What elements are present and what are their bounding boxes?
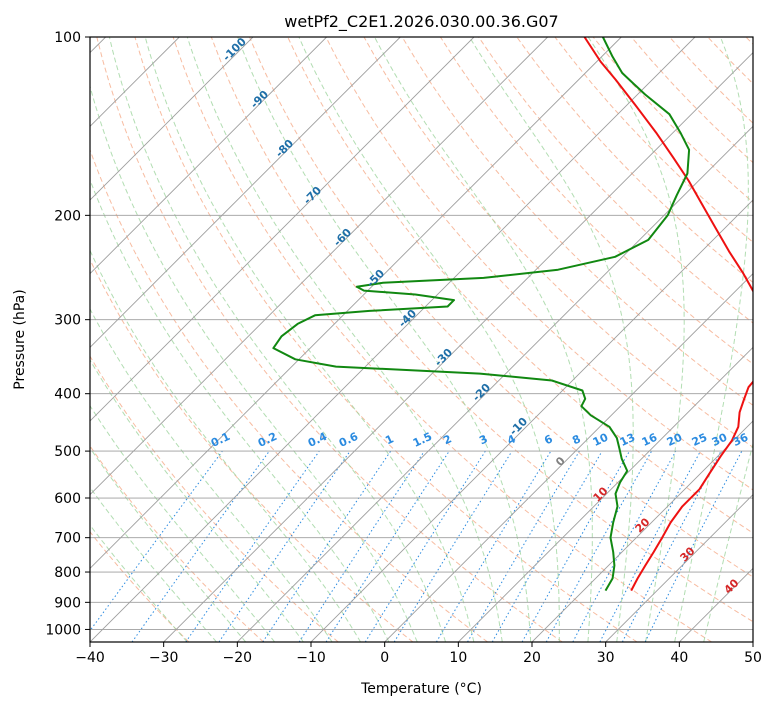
moist-adiabat xyxy=(703,441,753,642)
dewpoint-profile xyxy=(272,37,691,592)
isotherm xyxy=(237,125,753,642)
grid-layer xyxy=(90,37,753,642)
dry-adiabat xyxy=(90,531,190,642)
plot-frame xyxy=(89,36,754,643)
mixing-ratio-line xyxy=(131,450,270,642)
y-tick-label: 200 xyxy=(54,208,81,224)
series-layer xyxy=(272,37,753,592)
moist-adiabat xyxy=(90,308,333,642)
chart-title: wetPf2_C2E1.2026.030.00.36.G07 xyxy=(284,12,558,32)
dry-adiabat xyxy=(90,148,488,642)
moist-adiabat xyxy=(90,178,390,642)
isotherm xyxy=(163,52,753,642)
mixing-ratio-label: 13 xyxy=(618,431,637,449)
moist-adiabat xyxy=(374,37,593,642)
x-axis: −40 −30 −20 −10 0 10 20 30 40 50 xyxy=(75,642,762,666)
x-tick-label: −10 xyxy=(296,650,326,666)
x-tick-label: −30 xyxy=(149,650,179,666)
mixing-ratio-label: 30 xyxy=(710,431,730,449)
x-tick-label: −40 xyxy=(75,650,105,666)
mixing-ratio-line xyxy=(90,450,223,632)
dry-adiabat xyxy=(439,37,753,365)
x-tick-label: 40 xyxy=(670,650,688,666)
isotherm xyxy=(90,37,548,496)
moist-adiabat xyxy=(298,37,560,642)
mixing-ratio-line xyxy=(298,450,425,642)
y-tick-label: 700 xyxy=(54,531,81,547)
isotherm xyxy=(310,199,753,642)
mixing-ratio-line xyxy=(185,450,320,642)
temperature-profile xyxy=(583,37,753,592)
moist-adiabat xyxy=(186,37,503,642)
mixing-ratio-label: 25 xyxy=(690,431,709,449)
dry-adiabat xyxy=(134,37,638,642)
mixing-ratio-line xyxy=(644,450,743,642)
isotherm xyxy=(90,37,475,422)
y-tick-label: 900 xyxy=(54,595,81,611)
x-tick-label: 30 xyxy=(597,650,615,666)
y-tick-label: 500 xyxy=(54,444,81,460)
mixing-ratio-label: 16 xyxy=(640,431,660,449)
isotherm xyxy=(458,346,753,642)
mixing-ratio-line xyxy=(262,450,392,642)
isotherm xyxy=(90,37,696,642)
y-axis-label: Pressure (hPa) xyxy=(12,289,28,389)
isotherm xyxy=(605,494,753,642)
dry-adiabat xyxy=(96,37,563,642)
dry-adiabat xyxy=(172,37,712,642)
y-tick-label: 1000 xyxy=(45,622,81,638)
mixing-ratio-line xyxy=(218,450,351,642)
mixing-ratio-label: 10 xyxy=(591,431,611,449)
dry-adiabat xyxy=(90,445,264,642)
dry-adiabat xyxy=(516,37,753,284)
moist-adiabat xyxy=(587,37,685,642)
x-axis-label: Temperature (°C) xyxy=(360,681,482,697)
mixing-ratio-label: 36 xyxy=(731,431,751,449)
moist-adiabat xyxy=(108,37,446,642)
isotherm xyxy=(90,37,254,201)
dry-adiabat xyxy=(90,355,339,642)
mixing-ratio-line xyxy=(325,450,450,642)
y-tick-label: 100 xyxy=(54,30,81,46)
y-tick-label: 400 xyxy=(54,387,81,403)
dry-adiabat xyxy=(325,37,753,491)
isotherm xyxy=(90,37,327,275)
x-tick-label: −20 xyxy=(223,650,253,666)
y-tick-label: 300 xyxy=(54,313,81,329)
y-axis: 100 200 300 400 500 600 700 800 900 1000 xyxy=(45,30,90,638)
x-tick-label: 0 xyxy=(380,650,389,666)
y-tick-label: 800 xyxy=(54,565,81,581)
y-tick-label: 600 xyxy=(54,491,81,507)
isotherm xyxy=(90,37,401,348)
moist-adiabat xyxy=(90,358,304,642)
isotherm xyxy=(531,420,753,642)
moist-adiabat xyxy=(90,404,275,642)
dry-adiabat xyxy=(401,37,753,406)
moist-adiabat xyxy=(674,37,749,642)
isotherm xyxy=(384,273,753,642)
mixing-ratio-line xyxy=(393,450,513,642)
x-tick-label: 50 xyxy=(744,650,762,666)
mixing-ratio-line xyxy=(545,450,653,642)
mixing-ratio-line xyxy=(521,450,630,642)
isotherm xyxy=(90,37,622,569)
dry-adiabat xyxy=(210,37,753,623)
x-tick-label: 10 xyxy=(449,650,467,666)
mixing-ratio-label: 20 xyxy=(665,431,685,449)
moist-adiabat xyxy=(90,447,247,642)
x-tick-label: 20 xyxy=(523,650,541,666)
moist-adiabat xyxy=(144,37,475,642)
